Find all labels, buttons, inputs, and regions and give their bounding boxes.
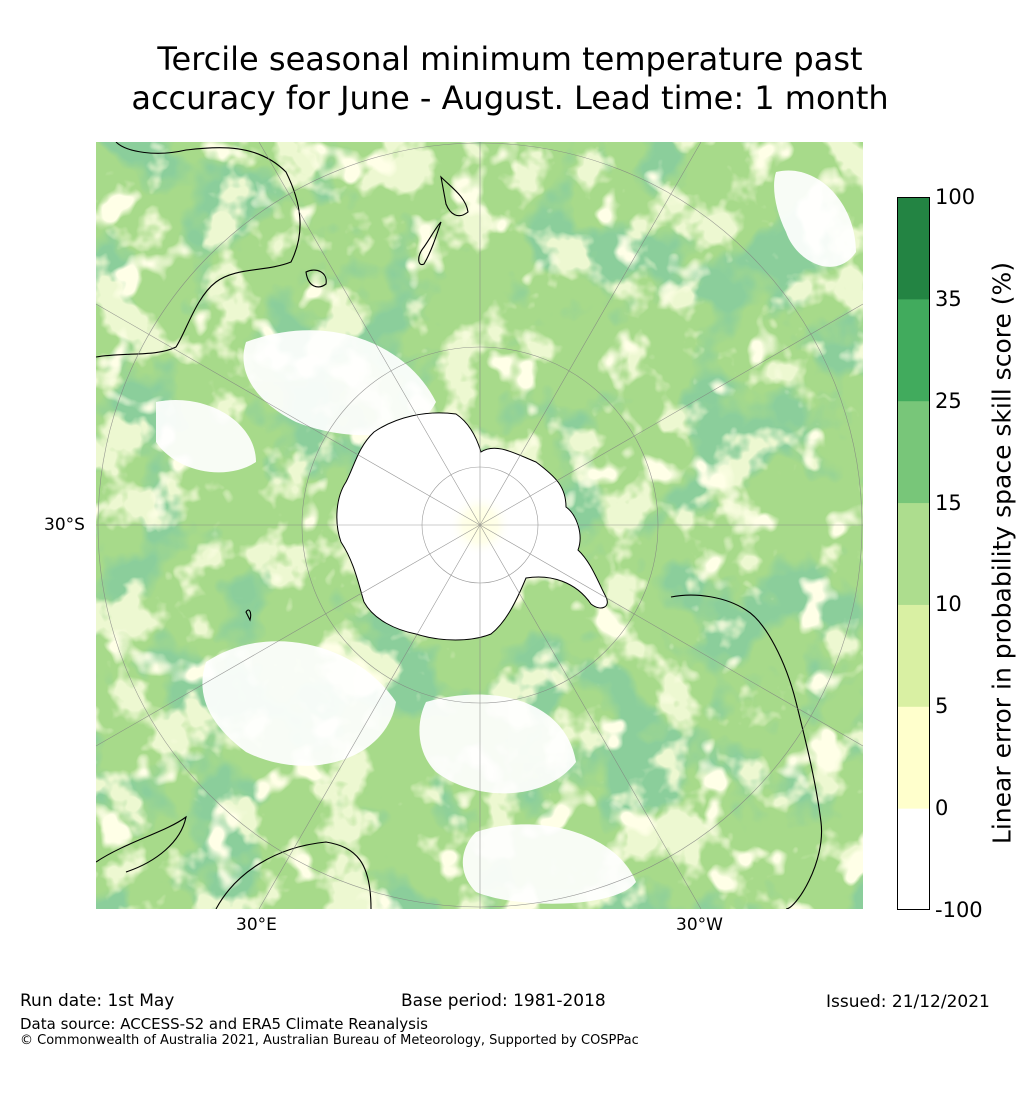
data-source: Data source: ACCESS-S2 and ERA5 Climate … <box>20 1015 428 1033</box>
colorbar-bin <box>897 604 930 707</box>
colorbar-tick-label: 35 <box>935 286 962 311</box>
colorbar <box>897 197 930 910</box>
lat-label-30s: 30°S <box>44 515 85 535</box>
issued-date: Issued: 21/12/2021 <box>826 992 990 1012</box>
colorbar-tick-label: 5 <box>935 694 949 719</box>
coastlines <box>96 142 823 909</box>
colorbar-bin <box>897 502 930 605</box>
colorbar-border <box>897 197 930 910</box>
colorbar-bin <box>897 400 930 504</box>
colorbar-tick-label: 10 <box>935 592 962 617</box>
colorbar-tick-label: 25 <box>935 388 962 413</box>
colorbar-bin <box>897 298 930 402</box>
lon-label-30e: 30°E <box>236 915 277 935</box>
map-title: Tercile seasonal minimum temperature pas… <box>0 40 1020 118</box>
base-period: Base period: 1981-2018 <box>401 991 606 1011</box>
run-date: Run date: 1st May <box>20 991 175 1011</box>
map-title-line-2: accuracy for June - August. Lead time: 1… <box>131 79 889 117</box>
colorbar-tick-label: -100 <box>935 898 983 922</box>
colorbar-bin <box>897 197 930 300</box>
colorbar-title: Linear error in probability space skill … <box>987 261 1017 845</box>
colorbar-tick-label: 15 <box>935 490 962 515</box>
colorbar-tick-label: 0 <box>935 796 949 821</box>
map-title-line-1: Tercile seasonal minimum temperature pas… <box>157 40 863 78</box>
colorbar-bin <box>897 706 930 809</box>
lon-label-30w: 30°W <box>676 915 723 935</box>
graticule <box>96 142 863 909</box>
colorbar-tick-label: 100 <box>935 185 976 209</box>
polar-skill-map <box>96 142 863 909</box>
colorbar-bin <box>897 808 930 910</box>
low-skill-regions <box>156 170 856 904</box>
copyright: © Commonwealth of Australia 2021, Austra… <box>20 1033 639 1048</box>
